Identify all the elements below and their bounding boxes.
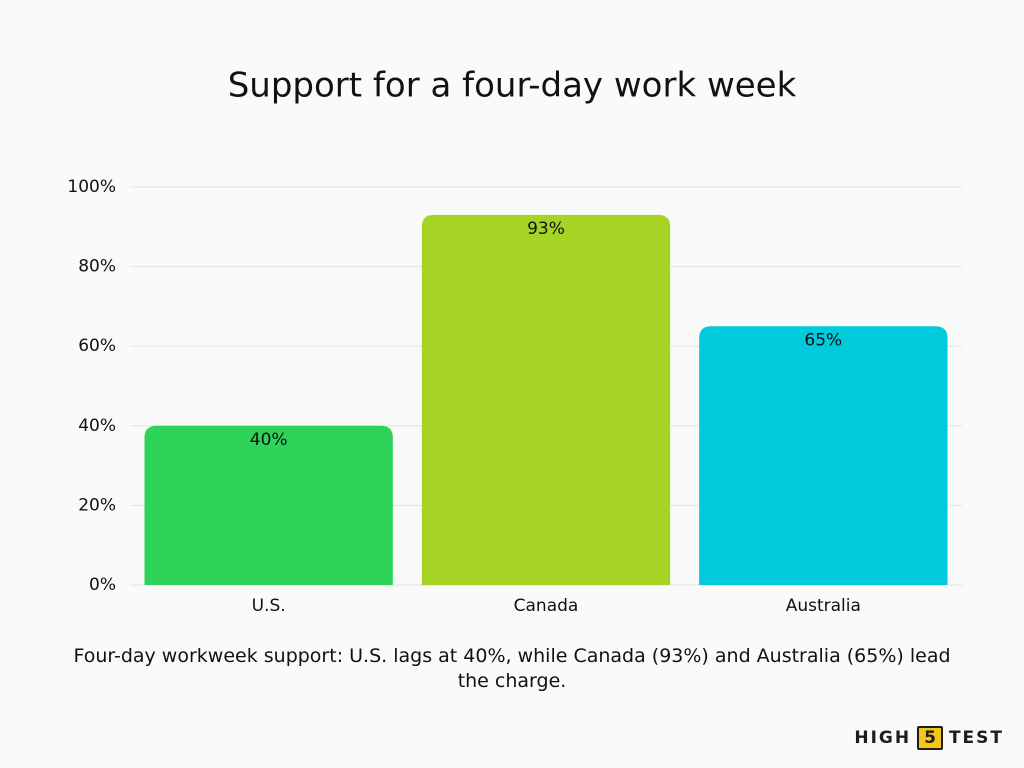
data-label: 40% (250, 430, 288, 450)
x-tick-label: U.S. (252, 596, 286, 616)
bar (421, 214, 671, 586)
bar (144, 425, 393, 585)
brand-text: HIGH (854, 728, 912, 748)
y-tick-label: 20% (78, 495, 116, 515)
brand-logo: HIGH 5 TEST (854, 726, 1004, 750)
y-tick-label: 80% (78, 257, 116, 277)
caption: Four-day workweek support: U.S. lags at … (73, 645, 951, 692)
brand-text: TEST (948, 728, 1004, 748)
bar (699, 326, 948, 585)
x-tick-label: Australia (786, 596, 861, 616)
chart-title: Support for a four-day work week (228, 66, 797, 106)
y-tick-label: 40% (78, 416, 116, 436)
y-tick-label: 0% (89, 575, 116, 595)
data-label: 93% (527, 219, 565, 239)
y-tick-label: 60% (78, 336, 116, 356)
data-label: 65% (804, 330, 842, 350)
y-tick-label: 100% (67, 177, 116, 197)
brand-number: 5 (917, 726, 943, 750)
x-tick-label: Canada (514, 596, 579, 616)
